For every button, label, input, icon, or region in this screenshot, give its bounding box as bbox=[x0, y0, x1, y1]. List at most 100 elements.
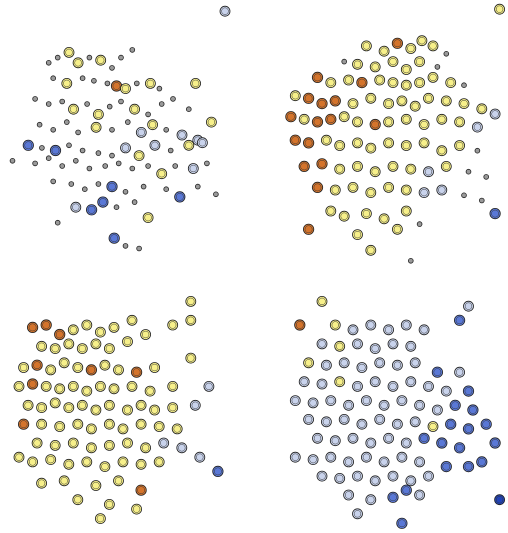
point-inner-ring bbox=[33, 361, 41, 370]
point-inner-ring bbox=[447, 78, 455, 87]
point-inner-ring bbox=[349, 434, 357, 442]
point-inner-ring bbox=[318, 159, 326, 168]
scatter-point bbox=[86, 165, 93, 172]
point-inner-ring bbox=[69, 105, 78, 113]
scatter-point bbox=[136, 245, 142, 252]
point-inner-ring bbox=[69, 382, 77, 391]
scatter-point bbox=[45, 59, 52, 66]
point-inner-ring bbox=[300, 115, 308, 123]
point-inner-ring bbox=[464, 387, 473, 395]
point-inner-ring bbox=[65, 340, 73, 348]
panel-bottom-left bbox=[13, 295, 224, 524]
point-inner-ring bbox=[358, 420, 366, 428]
point-inner-ring bbox=[491, 110, 499, 118]
point-inner-ring bbox=[105, 420, 114, 428]
point-inner-ring bbox=[137, 460, 145, 468]
point-inner-ring bbox=[318, 99, 326, 108]
point-inner-ring bbox=[119, 458, 127, 466]
point-inner-ring bbox=[304, 359, 313, 367]
point-inner-ring bbox=[33, 439, 41, 447]
point-inner-ring bbox=[353, 139, 362, 147]
point-inner-ring bbox=[169, 321, 177, 329]
point-inner-ring bbox=[148, 121, 157, 129]
scatter-point bbox=[91, 78, 97, 84]
point-inner-ring bbox=[42, 382, 50, 391]
point-inner-ring bbox=[15, 382, 23, 391]
scatter-point bbox=[45, 155, 52, 162]
point-inner-ring bbox=[151, 141, 159, 149]
point-inner-ring bbox=[99, 198, 107, 206]
point-inner-ring bbox=[455, 443, 464, 452]
scatter-point bbox=[186, 106, 192, 112]
point-inner-ring bbox=[300, 378, 308, 386]
point-inner-ring bbox=[92, 406, 100, 414]
point-inner-ring bbox=[389, 493, 397, 502]
point-inner-ring bbox=[304, 225, 313, 234]
point-inner-ring bbox=[24, 401, 32, 409]
point-inner-ring bbox=[393, 225, 402, 233]
point-inner-ring bbox=[420, 188, 428, 197]
point-inner-ring bbox=[130, 105, 139, 113]
point-inner-ring bbox=[367, 188, 375, 197]
scatter-point bbox=[39, 145, 45, 151]
point-inner-ring bbox=[344, 401, 353, 409]
point-inner-ring bbox=[380, 458, 388, 466]
point-inner-ring bbox=[137, 420, 145, 428]
scatter-point bbox=[134, 80, 140, 87]
scatter-point bbox=[106, 103, 113, 110]
point-inner-ring bbox=[291, 453, 299, 461]
point-inner-ring bbox=[74, 59, 82, 67]
point-inner-ring bbox=[87, 444, 96, 452]
scatter-point bbox=[434, 64, 441, 70]
point-inner-ring bbox=[74, 420, 82, 428]
point-inner-ring bbox=[56, 422, 64, 431]
point-inner-ring bbox=[442, 162, 450, 171]
point-inner-ring bbox=[123, 337, 132, 346]
point-inner-ring bbox=[56, 385, 64, 393]
scatter-point bbox=[483, 174, 490, 180]
point-inner-ring bbox=[105, 401, 114, 409]
point-inner-ring bbox=[47, 366, 55, 374]
point-inner-ring bbox=[340, 113, 348, 121]
point-inner-ring bbox=[318, 380, 326, 388]
point-inner-ring bbox=[205, 382, 213, 391]
point-inner-ring bbox=[384, 139, 393, 147]
point-inner-ring bbox=[437, 439, 446, 447]
point-inner-ring bbox=[69, 439, 77, 447]
point-inner-ring bbox=[28, 458, 37, 466]
point-inner-ring bbox=[380, 401, 388, 409]
point-inner-ring bbox=[55, 330, 64, 339]
point-inner-ring bbox=[415, 78, 424, 87]
point-inner-ring bbox=[108, 182, 116, 191]
point-inner-ring bbox=[402, 486, 411, 495]
point-inner-ring bbox=[51, 146, 60, 155]
point-inner-ring bbox=[411, 359, 419, 367]
point-inner-ring bbox=[402, 141, 410, 150]
point-inner-ring bbox=[60, 477, 68, 485]
scatter-point bbox=[50, 127, 56, 133]
point-inner-ring bbox=[420, 120, 428, 129]
point-inner-ring bbox=[141, 330, 150, 339]
point-inner-ring bbox=[407, 342, 415, 350]
scatter-point bbox=[204, 160, 210, 167]
point-inner-ring bbox=[429, 42, 437, 50]
point-inner-ring bbox=[353, 162, 362, 171]
point-inner-ring bbox=[304, 415, 313, 424]
point-inner-ring bbox=[398, 519, 406, 528]
point-inner-ring bbox=[367, 144, 375, 152]
point-inner-ring bbox=[429, 73, 437, 82]
point-inner-ring bbox=[446, 420, 455, 429]
point-inner-ring bbox=[101, 462, 109, 471]
point-inner-ring bbox=[362, 453, 371, 461]
point-inner-ring bbox=[367, 496, 375, 504]
point-inner-ring bbox=[110, 234, 119, 243]
point-inner-ring bbox=[402, 207, 410, 215]
point-inner-ring bbox=[327, 78, 335, 87]
point-inner-ring bbox=[63, 79, 71, 88]
point-inner-ring bbox=[389, 382, 397, 391]
point-inner-ring bbox=[114, 366, 123, 374]
point-inner-ring bbox=[191, 401, 199, 409]
scatter-point bbox=[170, 96, 176, 102]
point-inner-ring bbox=[196, 453, 204, 461]
point-inner-ring bbox=[455, 368, 464, 376]
